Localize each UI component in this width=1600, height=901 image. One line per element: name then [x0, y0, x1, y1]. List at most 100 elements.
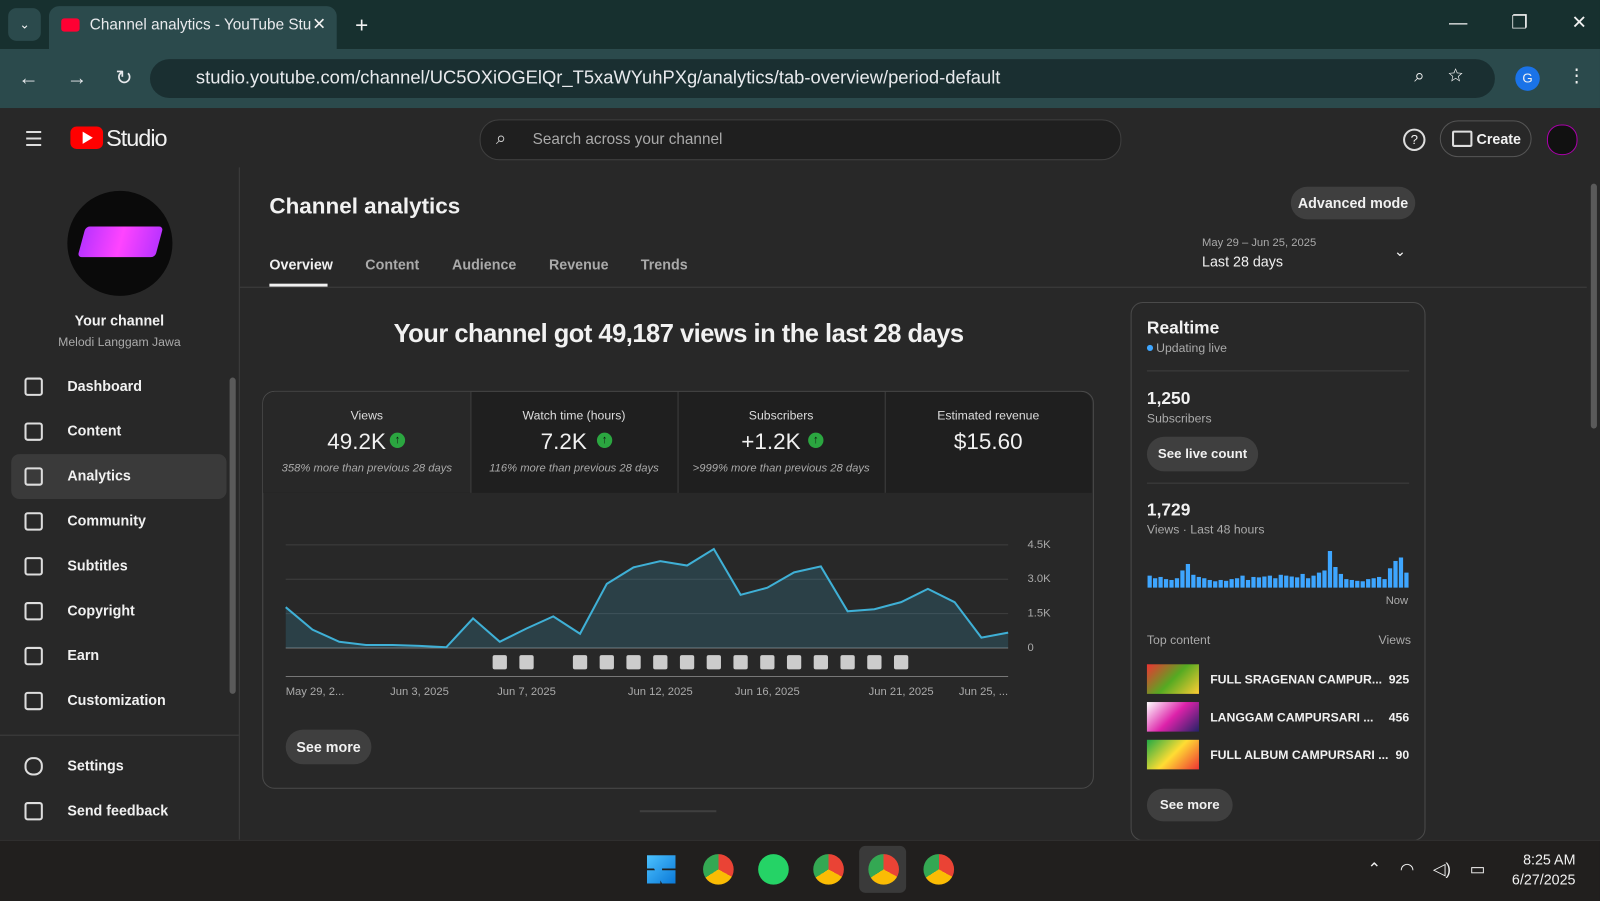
metric-value: $15.60 — [953, 428, 1023, 455]
search-box[interactable] — [479, 119, 1122, 161]
bar — [1366, 579, 1371, 588]
tab[interactable]: Trends — [640, 256, 688, 273]
page-title: Channel analytics — [269, 192, 461, 219]
bar — [1349, 579, 1354, 588]
trend-up-icon: ↑ — [808, 432, 824, 448]
tab-list-button[interactable]: ⌄ — [8, 8, 41, 41]
metric-note: 358% more than previous 28 days — [281, 462, 453, 475]
metric-note: 116% more than previous 28 days — [489, 462, 659, 475]
taskbar-app[interactable] — [923, 854, 955, 885]
nav-icon — [24, 377, 43, 396]
nav-item[interactable]: Settings — [67, 757, 124, 774]
x-tick-label: Jun 21, 2025 — [869, 686, 934, 698]
address-bar[interactable] — [149, 59, 1495, 98]
views-label: Views · Last 48 hours — [1146, 522, 1265, 537]
channel-name: Melodi Langgam Jawa — [58, 334, 181, 349]
nav-item[interactable]: Community — [67, 512, 146, 529]
hamburger[interactable]: ☰ — [24, 128, 43, 152]
metric-value: 7.2K — [540, 428, 587, 455]
metric-value: +1.2K — [741, 428, 801, 455]
thumbnail[interactable] — [1146, 739, 1199, 770]
tab[interactable]: Content — [365, 256, 420, 273]
sidebar-scrollbar — [229, 377, 236, 694]
content-views: 456 — [1388, 710, 1410, 725]
bar — [1224, 580, 1229, 588]
tab[interactable]: Overview — [269, 256, 333, 273]
tab-close[interactable]: ✕ — [312, 16, 326, 34]
live-dot — [1146, 344, 1154, 352]
see-live-count[interactable]: See live count — [1146, 436, 1259, 472]
nav-icon — [24, 557, 43, 576]
tab[interactable] — [48, 6, 337, 49]
nav-icon — [24, 802, 43, 821]
see-more-button[interactable]: See more — [285, 729, 372, 765]
content-title[interactable]: FULL ALBUM CAMPURSARI ... — [1210, 747, 1389, 763]
nav-icon — [24, 602, 43, 621]
tab[interactable]: Audience — [452, 256, 517, 273]
nav-icon — [24, 467, 43, 486]
help[interactable]: ? — [1403, 128, 1426, 152]
taskbar-app[interactable] — [868, 854, 899, 885]
bar — [1256, 577, 1262, 588]
realtime-title: Realtime — [1146, 318, 1220, 338]
content-title[interactable]: FULL SRAGENAN CAMPUR... — [1210, 672, 1383, 687]
nav-item[interactable]: Dashboard — [67, 377, 142, 394]
page-scrollbar — [1590, 183, 1597, 429]
content-title[interactable]: LANGGAM CAMPURSARI ... — [1210, 710, 1374, 725]
nav-item[interactable]: Copyright — [67, 602, 135, 619]
bar — [1153, 578, 1158, 588]
taskbar-app[interactable] — [703, 854, 734, 885]
bar — [1229, 579, 1234, 588]
bar — [1311, 575, 1316, 588]
menu[interactable]: ⋮ — [1567, 65, 1586, 86]
video-marker — [653, 655, 668, 670]
bar — [1218, 579, 1223, 588]
tab[interactable]: Revenue — [548, 256, 609, 273]
taskbar-app[interactable] — [813, 854, 844, 885]
x-tick-label: May 29, 2... — [286, 686, 345, 698]
x-tick-label: Jun 12, 2025 — [628, 686, 693, 698]
video-marker — [572, 655, 588, 670]
url: studio.youtube.com/channel/UC5OXiOGElQr_… — [195, 67, 1001, 88]
nav-item[interactable]: Analytics — [67, 467, 131, 484]
bar — [1398, 557, 1404, 588]
nav-icon — [24, 512, 43, 531]
period-dropdown[interactable]: ⌄ — [1393, 242, 1406, 260]
realtime-see-more[interactable]: See more — [1146, 788, 1233, 822]
nav-item[interactable]: Earn — [67, 646, 100, 664]
logo-text: Studio — [106, 124, 167, 152]
profile[interactable]: G — [1515, 66, 1540, 91]
taskbar-app[interactable] — [758, 854, 789, 885]
video-marker — [706, 655, 721, 670]
bar — [1377, 576, 1382, 588]
bar — [1245, 579, 1251, 588]
thumbnail[interactable] — [1146, 664, 1199, 694]
bar — [1158, 576, 1163, 588]
avatar-small[interactable] — [1546, 124, 1578, 156]
channel-label: Your channel — [74, 312, 165, 329]
bar — [1163, 579, 1169, 588]
nav-item[interactable]: Send feedback — [67, 802, 169, 819]
views-chart: 0 1.5K 3.0K 4.5K May 29, 2... Jun 3, 2025 Jun … — [285, 539, 1051, 698]
headline: Your channel got 49,187 views in the las… — [393, 319, 964, 348]
sidebar-divider — [0, 734, 239, 736]
clock-time: 8:25 AM — [1523, 851, 1576, 868]
nav-item[interactable]: Content — [67, 422, 122, 439]
bar — [1327, 551, 1333, 588]
nav-item[interactable]: Subtitles — [67, 557, 128, 574]
bar — [1404, 572, 1409, 588]
tab-favicon — [61, 18, 80, 32]
nav-item[interactable]: Customization — [67, 691, 166, 709]
advanced-mode[interactable]: Advanced mode — [1290, 186, 1416, 220]
subscribers-count: 1,250 — [1146, 388, 1191, 409]
bar — [1240, 575, 1245, 588]
thumbnail[interactable] — [1146, 702, 1199, 732]
window-controls: — ❐ ✕ — [1448, 12, 1587, 33]
create-button[interactable] — [1439, 120, 1532, 158]
logo-play — [82, 131, 93, 144]
metric-divider — [884, 391, 886, 493]
bar — [1147, 575, 1152, 588]
new-tab[interactable]: + — [355, 12, 369, 38]
nav-icon — [24, 757, 43, 776]
